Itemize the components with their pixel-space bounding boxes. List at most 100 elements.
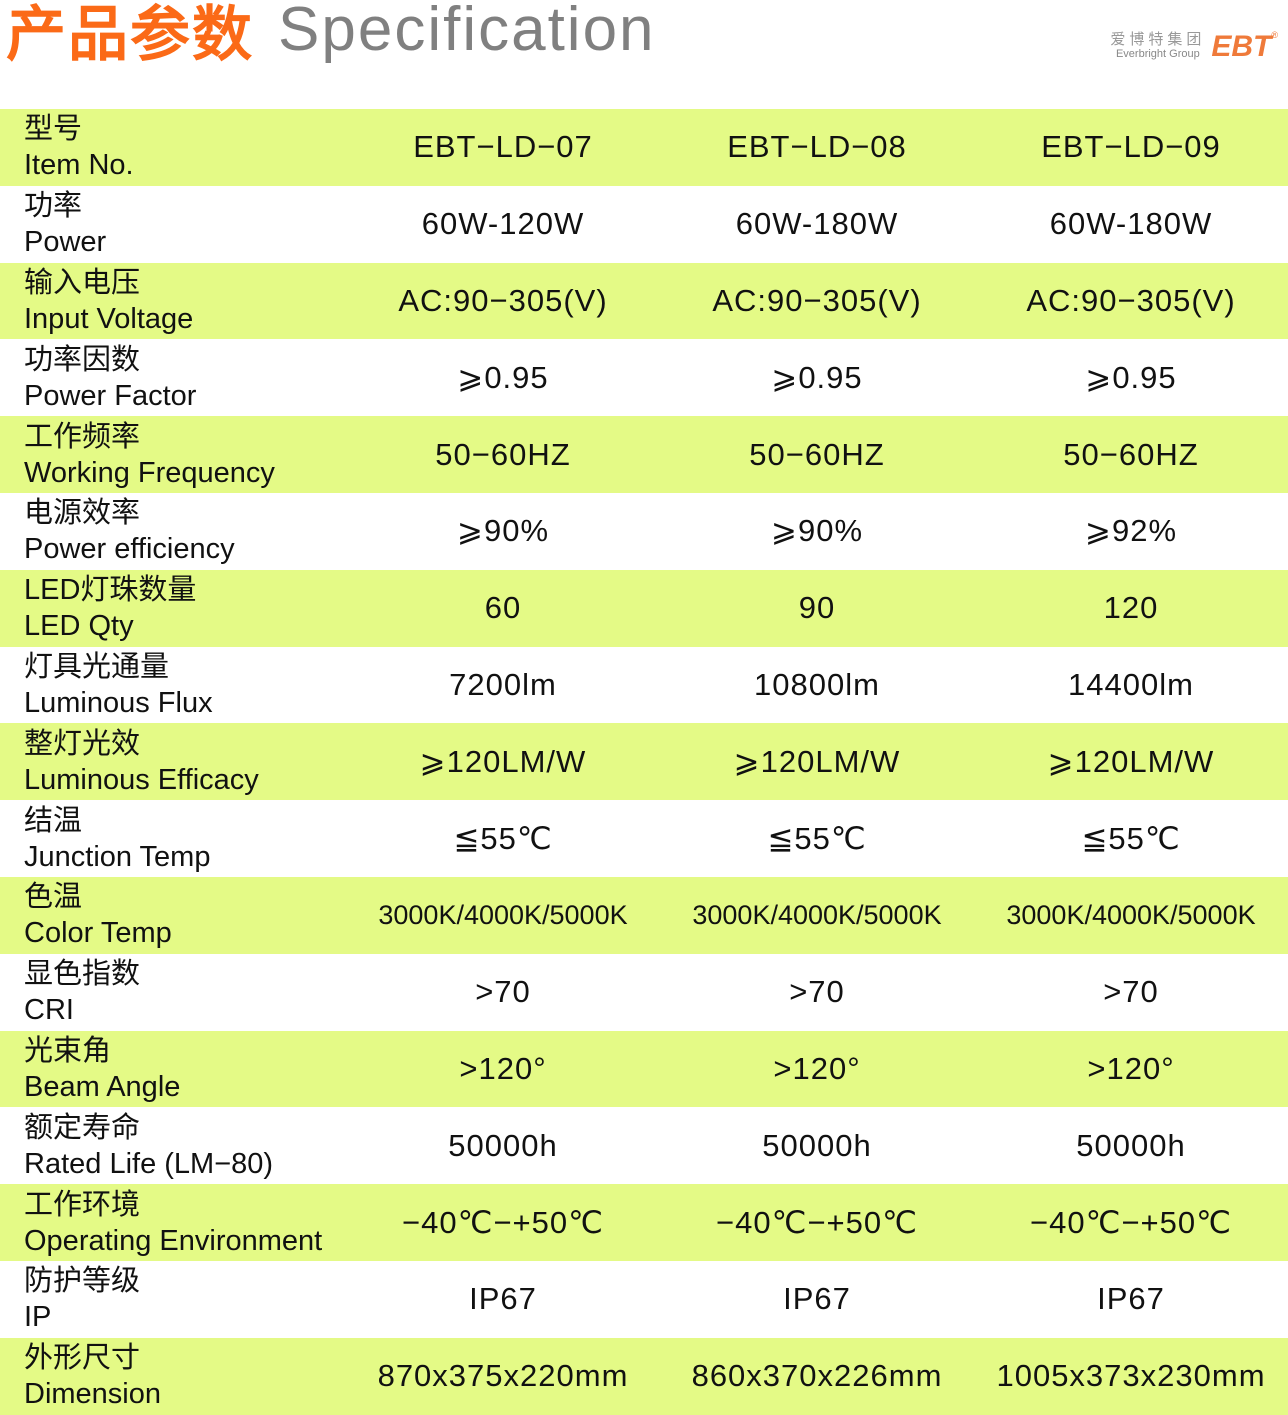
table-row: 外形尺寸 Dimension 870x375x220mm 860x370x226mm 1… — [0, 1337, 1288, 1415]
table-row: 结温 Junction Temp ≦55℃ ≦55℃ ≦55℃ — [0, 800, 1288, 877]
spec-value: 870x375x220mm — [377, 1358, 629, 1394]
row-label-en: Color Temp — [24, 917, 172, 950]
logo-english: Everbright Group — [1115, 48, 1200, 60]
spec-value: 60 — [484, 590, 522, 626]
row-label-en: Power — [24, 226, 107, 259]
spec-value: ⩾90% — [456, 513, 550, 549]
row-label-cn: 外形尺寸 — [24, 1342, 141, 1375]
spec-value: ⩾0.95 — [771, 359, 863, 395]
row-label: 外形尺寸 Dimension — [0, 1340, 346, 1412]
page-title: 产品参数 Specification — [6, 0, 656, 68]
row-label-en: Operating Environment — [24, 1224, 323, 1257]
spec-value: −40℃−+50℃ — [716, 1204, 918, 1240]
row-label-cn: 防护等级 — [24, 1265, 141, 1298]
spec-value: IP67 — [783, 1281, 851, 1317]
spec-value: ⩾92% — [1084, 513, 1178, 549]
spec-value: AC:90−305(V) — [1026, 282, 1236, 318]
table-row: 工作频率 Working Frequency 50−60HZ 50−60HZ 50−60… — [0, 416, 1288, 493]
spec-value: IP67 — [1097, 1281, 1165, 1317]
row-label: 型号 Item No. — [0, 111, 346, 183]
spec-value: 50000h — [448, 1127, 558, 1163]
spec-value: 60W-120W — [421, 206, 585, 242]
spec-value: 14400lm — [1068, 666, 1194, 702]
row-label: 结温 Junction Temp — [0, 803, 346, 875]
row-label-cn: 功率 — [24, 190, 83, 223]
spec-value: 50−60HZ — [749, 436, 885, 472]
row-label-en: Beam Angle — [24, 1070, 181, 1103]
row-label: LED灯珠数量 LED Qty — [0, 572, 346, 644]
row-label-cn: 光束角 — [24, 1034, 112, 1067]
spec-value: 860x370x226mm — [691, 1358, 943, 1394]
spec-value: 1005x373x230mm — [996, 1358, 1266, 1394]
spec-value: EBT−LD−07 — [413, 129, 593, 165]
table-row: 显色指数 CRI >70 >70 >70 — [0, 954, 1288, 1031]
spec-value: 50000h — [1076, 1127, 1186, 1163]
spec-value: ⩾120LM/W — [733, 743, 901, 779]
row-label: 防护等级 IP — [0, 1263, 346, 1335]
row-label: 显色指数 CRI — [0, 956, 346, 1028]
logo-chinese: 爱博特集团 — [1110, 31, 1206, 48]
row-label-en: IP — [24, 1301, 52, 1334]
row-label-cn: 显色指数 — [24, 958, 141, 991]
row-label-en: Rated Life (LM−80) — [24, 1147, 274, 1180]
row-label-en: Item No. — [24, 149, 134, 182]
logo-mark: EBT — [1211, 30, 1272, 63]
spec-value: >120° — [773, 1050, 861, 1086]
spec-value: −40℃−+50℃ — [1030, 1204, 1232, 1240]
table-row: 功率因数 Power Factor ⩾0.95 ⩾0.95 ⩾0.95 — [0, 339, 1288, 416]
spec-value: 90 — [798, 590, 836, 626]
spec-value: AC:90−305(V) — [398, 282, 608, 318]
row-label-en: Working Frequency — [24, 456, 275, 489]
row-label-cn: 工作频率 — [24, 420, 141, 453]
row-label: 灯具光通量 Luminous Flux — [0, 649, 346, 721]
row-label-en: Luminous Efficacy — [24, 763, 259, 796]
table-row: 型号 Item No. EBT−LD−07 EBT−LD−08 EBT−LD−09 — [0, 109, 1288, 186]
table-row: 光束角 Beam Angle >120° >120° >120° — [0, 1030, 1288, 1108]
spec-value: 50−60HZ — [1063, 436, 1199, 472]
row-label: 工作频率 Working Frequency — [0, 419, 346, 491]
row-label-cn: 灯具光通量 — [24, 650, 170, 683]
table-row: 功率 Power 60W-120W 60W-180W 60W-180W — [0, 186, 1288, 263]
table-row: 工作环境 Operating Environment −40℃−+50℃ −40℃−+… — [0, 1184, 1288, 1261]
row-label-cn: 色温 — [24, 881, 83, 914]
row-label: 功率因数 Power Factor — [0, 342, 346, 414]
row-label: 色温 Color Temp — [0, 879, 346, 951]
table-row: 整灯光效 Luminous Efficacy ⩾120LM/W ⩾120LM/W ⩾12… — [0, 723, 1288, 801]
row-label-cn: 输入电压 — [24, 266, 141, 299]
spec-value: 10800lm — [754, 666, 880, 702]
table-row: LED灯珠数量 LED Qty 60 90 120 — [0, 569, 1288, 647]
spec-value: AC:90−305(V) — [712, 282, 922, 318]
spec-value: 3000K/4000K/5000K — [692, 899, 942, 930]
spec-value: −40℃−+50℃ — [402, 1204, 604, 1240]
table-row: 额定寿命 Rated Life (LM−80) 50000h 50000h 50000h — [0, 1107, 1288, 1184]
spec-value: EBT−LD−08 — [727, 129, 907, 165]
spec-value: >70 — [475, 974, 531, 1010]
registered-icon: ® — [1271, 30, 1278, 40]
spec-value: EBT−LD−09 — [1041, 129, 1221, 165]
title-chinese: 产品参数 — [6, 0, 254, 68]
row-label-en: Power efficiency — [24, 533, 235, 566]
spec-value: >120° — [459, 1050, 547, 1086]
spec-value: ⩾120LM/W — [419, 743, 587, 779]
spec-value: ⩾0.95 — [457, 359, 549, 395]
row-label: 输入电压 Input Voltage — [0, 265, 346, 337]
row-label-cn: 额定寿命 — [24, 1111, 141, 1144]
spec-value: 120 — [1103, 590, 1159, 626]
row-label-en: Input Voltage — [24, 302, 194, 335]
row-label: 功率 Power — [0, 188, 346, 260]
spec-value: ≦55℃ — [767, 820, 867, 856]
spec-value: ≦55℃ — [1081, 820, 1181, 856]
spec-value: 7200lm — [449, 666, 557, 702]
row-label-cn: 结温 — [24, 804, 83, 837]
row-label-en: Junction Temp — [24, 840, 211, 873]
row-label-en: Luminous Flux — [24, 686, 213, 719]
row-label: 工作环境 Operating Environment — [0, 1187, 346, 1259]
spec-value: 60W-180W — [1049, 206, 1213, 242]
row-label: 电源效率 Power efficiency — [0, 495, 346, 567]
row-label-cn: 工作环境 — [24, 1188, 141, 1221]
spec-value: >70 — [789, 974, 845, 1010]
row-label-cn: 功率因数 — [24, 343, 141, 376]
row-label-cn: 电源效率 — [24, 497, 141, 530]
table-row: 灯具光通量 Luminous Flux 7200lm 10800lm 14400lm — [0, 647, 1288, 724]
row-label-en: Power Factor — [24, 379, 197, 412]
